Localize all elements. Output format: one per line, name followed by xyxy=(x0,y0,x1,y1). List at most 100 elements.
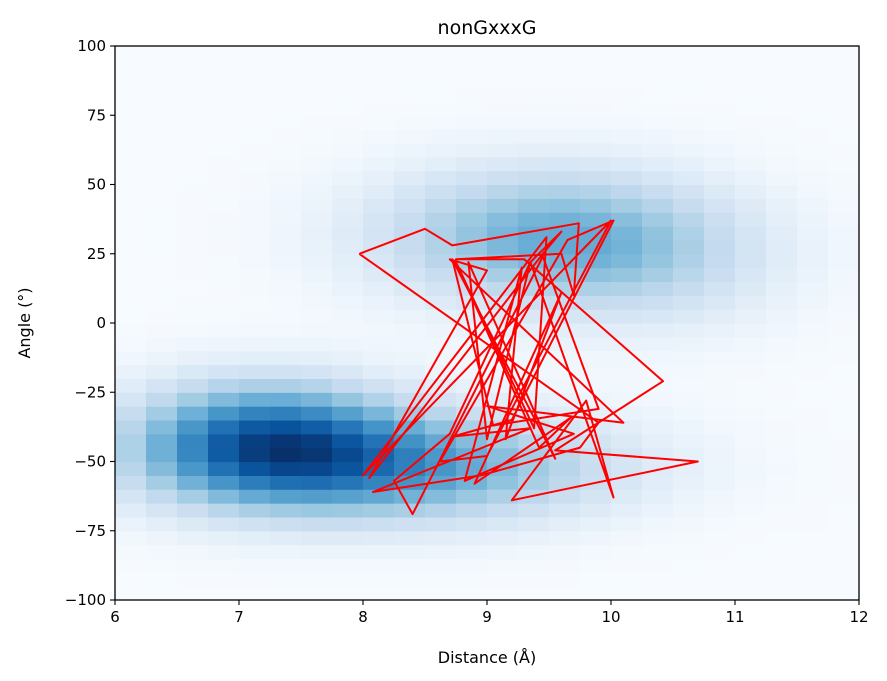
heatmap-cell xyxy=(301,156,333,172)
heatmap-cell xyxy=(270,419,302,435)
heatmap-cell xyxy=(735,350,767,366)
heatmap-cell xyxy=(332,87,364,102)
y-tick-label: 50 xyxy=(87,176,106,194)
heatmap-cell xyxy=(332,419,364,435)
heatmap-cell xyxy=(766,295,798,310)
heatmap-cell xyxy=(828,46,860,61)
heatmap-cell xyxy=(611,198,643,213)
heatmap-cell xyxy=(208,530,240,546)
heatmap-cell xyxy=(518,156,550,172)
heatmap-cell xyxy=(301,419,333,435)
y-tick-label: 25 xyxy=(87,245,106,263)
heatmap-cell xyxy=(611,156,643,172)
heatmap-cell xyxy=(332,544,364,560)
heatmap-cell xyxy=(611,516,643,532)
heatmap-cell xyxy=(456,572,488,587)
heatmap-cell xyxy=(797,323,829,338)
heatmap-cell xyxy=(518,558,550,573)
heatmap-cell xyxy=(394,239,426,255)
heatmap-cell xyxy=(549,475,581,490)
heatmap-cell xyxy=(177,170,209,186)
heatmap-cell xyxy=(146,572,178,587)
heatmap-cell xyxy=(301,447,333,463)
heatmap-cell xyxy=(828,406,860,421)
heatmap-cell xyxy=(797,184,829,199)
heatmap-cell xyxy=(704,364,736,379)
heatmap-cell xyxy=(580,59,612,75)
heatmap-cell xyxy=(270,59,302,75)
heatmap-cell xyxy=(208,59,240,75)
heatmap-cell xyxy=(239,142,271,158)
heatmap-cell xyxy=(642,142,674,158)
heatmap-cell xyxy=(704,253,736,269)
heatmap-cell xyxy=(177,267,209,283)
heatmap-cell xyxy=(797,392,829,407)
heatmap-cell xyxy=(704,129,736,144)
heatmap-cell xyxy=(642,156,674,172)
heatmap-cell xyxy=(549,170,581,186)
heatmap-cell xyxy=(301,239,333,255)
heatmap-cell xyxy=(673,267,705,283)
heatmap-cell xyxy=(363,530,395,546)
heatmap-cell xyxy=(766,558,798,573)
heatmap-cell xyxy=(208,406,240,421)
heatmap-cell xyxy=(642,184,674,199)
x-tick-label: 6 xyxy=(110,608,120,626)
heatmap-cell xyxy=(177,406,209,421)
heatmap-cell xyxy=(208,101,240,116)
heatmap-cell xyxy=(580,87,612,102)
heatmap-cell xyxy=(301,323,333,338)
heatmap-cell xyxy=(208,461,240,476)
heatmap-cell xyxy=(549,156,581,172)
heatmap-cell xyxy=(673,558,705,573)
heatmap-cell xyxy=(580,336,612,352)
heatmap-cell xyxy=(115,461,147,476)
heatmap-cell xyxy=(270,73,302,89)
heatmap-cell xyxy=(704,544,736,560)
heatmap-cell xyxy=(766,392,798,407)
heatmap-cell xyxy=(363,516,395,532)
heatmap-cell xyxy=(425,156,457,172)
heatmap-cell xyxy=(177,253,209,269)
heatmap-cell xyxy=(518,516,550,532)
heatmap-cell xyxy=(394,475,426,490)
heatmap-cell xyxy=(673,198,705,213)
heatmap-cell xyxy=(828,530,860,546)
heatmap-cell xyxy=(828,87,860,102)
heatmap-cell xyxy=(239,115,271,130)
heatmap-cell xyxy=(239,461,271,476)
heatmap-cell xyxy=(177,544,209,560)
heatmap-cell xyxy=(549,239,581,255)
heatmap-cell xyxy=(177,433,209,449)
heatmap-cell xyxy=(735,73,767,89)
heatmap-cell xyxy=(518,87,550,102)
heatmap-cell xyxy=(518,184,550,199)
heatmap-cell xyxy=(766,142,798,158)
heatmap-cell xyxy=(177,392,209,407)
heatmap-cell xyxy=(735,115,767,130)
heatmap-cell xyxy=(332,295,364,310)
heatmap-cell xyxy=(146,392,178,407)
heatmap-cell xyxy=(673,475,705,490)
heatmap-cell xyxy=(518,46,550,61)
heatmap-cell xyxy=(425,516,457,532)
heatmap-cell xyxy=(797,350,829,366)
heatmap-cell xyxy=(456,46,488,61)
heatmap-cell xyxy=(642,419,674,435)
heatmap-cell xyxy=(797,281,829,296)
heatmap-cell xyxy=(146,170,178,186)
heatmap-cell xyxy=(363,364,395,379)
heatmap-cell xyxy=(518,212,550,227)
heatmap-cell xyxy=(456,226,488,241)
heatmap-cell xyxy=(611,115,643,130)
heatmap-cell xyxy=(270,558,302,573)
heatmap-cell xyxy=(239,530,271,546)
heatmap-cell xyxy=(735,378,767,393)
heatmap-cell xyxy=(115,516,147,532)
heatmap-cell xyxy=(673,406,705,421)
heatmap-cell xyxy=(828,572,860,587)
heatmap-cell xyxy=(394,59,426,75)
heatmap-cell xyxy=(301,142,333,158)
heatmap-cell xyxy=(208,239,240,255)
heatmap-cell xyxy=(115,170,147,186)
